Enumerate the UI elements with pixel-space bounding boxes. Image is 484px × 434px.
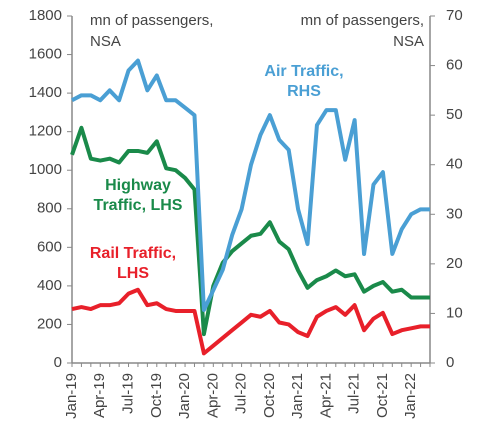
y-tick-label: 800: [37, 200, 62, 217]
y-tick-label: 400: [37, 277, 62, 294]
x-tick-label: Oct-21: [374, 373, 391, 418]
y2-tick-label: 0: [446, 354, 454, 371]
y2-tick-label: 70: [446, 7, 463, 24]
y-tick-label: 1000: [29, 161, 62, 178]
y2-tick-label: 60: [446, 57, 463, 74]
y2-axis-label: NSA: [393, 33, 424, 50]
x-tick-label: Jul-20: [233, 373, 250, 414]
x-tick-label: Jul-21: [346, 373, 363, 414]
x-tick-label: Oct-19: [148, 373, 165, 418]
x-tick-label: Apr-19: [91, 373, 108, 418]
series-line: [70, 125, 430, 337]
x-tick-label: Apr-21: [317, 373, 334, 418]
y-tick-label: 0: [54, 354, 62, 371]
x-tick-label: Jan-22: [402, 373, 419, 419]
y-axis-label: NSA: [90, 33, 121, 50]
series-line: [71, 58, 430, 312]
y-tick-label: 1400: [29, 84, 62, 101]
y-tick-label: 1800: [29, 7, 62, 24]
annotation: Traffic, LHS: [94, 197, 183, 214]
y-axis-label: mn of passengers,: [90, 12, 213, 29]
x-tick-label: Apr-20: [204, 373, 221, 418]
y2-tick-label: 20: [446, 255, 463, 272]
y2-axis-label: mn of passengers,: [301, 12, 424, 29]
y2-tick-label: 40: [446, 156, 463, 173]
y2-tick-label: 50: [446, 106, 463, 123]
x-tick-label: Jan-19: [63, 373, 80, 419]
x-tick-label: Jul-19: [119, 373, 136, 414]
y-tick-label: 1200: [29, 123, 62, 140]
annotation: Rail Traffic,: [90, 245, 176, 262]
x-tick-label: Jan-21: [289, 373, 306, 419]
annotation: RHS: [287, 83, 321, 100]
y2-tick-label: 10: [446, 304, 463, 321]
y2-tick-label: 30: [446, 205, 463, 222]
y-tick-label: 600: [37, 238, 62, 255]
x-tick-label: Jan-20: [176, 373, 193, 419]
annotation: LHS: [117, 265, 149, 282]
x-tick-label: Oct-20: [261, 373, 278, 418]
y-tick-label: 1600: [29, 46, 62, 63]
annotation: Air Traffic,: [264, 63, 343, 80]
series-line: [71, 287, 430, 356]
annotation: Highway: [105, 177, 171, 194]
y-tick-label: 200: [37, 315, 62, 332]
